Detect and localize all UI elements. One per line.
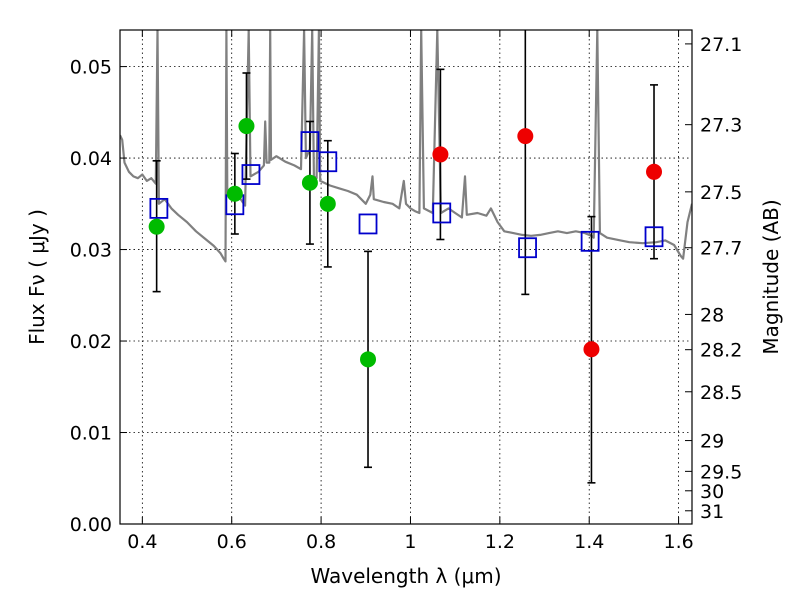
x-tick-label: 1.4 — [574, 531, 604, 553]
photometry-point — [432, 146, 449, 163]
mag-tick-label: 27.3 — [700, 115, 742, 137]
photometry-point — [148, 218, 165, 235]
y-tick-label: 0.05 — [70, 57, 112, 79]
y-tick-label: 0.00 — [70, 514, 112, 536]
photometry-point — [319, 195, 336, 212]
plot-frame — [119, 29, 693, 525]
photometry-point — [517, 128, 534, 145]
photometry-point — [238, 118, 255, 135]
model-square-marker — [358, 213, 378, 235]
photometry-point — [583, 341, 600, 358]
x-tick-label: 1 — [404, 531, 416, 553]
model-square-marker — [149, 197, 169, 219]
y-tick-label: 0.01 — [70, 423, 112, 445]
y-axis-label: Flux Fν ( μJy ) — [25, 209, 49, 345]
mag-tick-label: 28.2 — [700, 340, 742, 362]
model-square-marker — [241, 164, 261, 185]
model-square-marker — [318, 151, 338, 173]
x-axis-label: Wavelength λ (μm) — [310, 564, 501, 588]
mag-tick-label: 28 — [700, 304, 724, 326]
x-tick-label: 0.6 — [217, 531, 247, 553]
data-markers — [148, 118, 664, 368]
mag-tick-label: 31 — [700, 501, 724, 523]
grid-lines — [120, 30, 692, 525]
model-square-marker — [432, 202, 452, 224]
error-bars — [152, 30, 659, 484]
model-square-marker — [300, 131, 320, 153]
photometry-point — [226, 185, 243, 202]
mag-tick-label: 30 — [700, 481, 724, 503]
x-tick-label: 1.6 — [663, 531, 693, 553]
x-tick-label: 0.8 — [306, 531, 336, 553]
photometry-point — [360, 351, 377, 368]
photometry-point — [646, 163, 663, 180]
x-tick-label: 1.2 — [485, 531, 515, 553]
photometry-point — [301, 174, 318, 191]
mag-tick-label: 29.5 — [700, 461, 742, 483]
model-square-marker — [518, 237, 537, 259]
x-axis: 0.4 0.6 0.8 1 1.2 1.4 1.6 — [127, 30, 694, 553]
mag-tick-label: 27.7 — [700, 238, 742, 260]
model-square-marker — [644, 226, 664, 248]
mag-tick-label: 27.1 — [700, 34, 742, 56]
plot-area — [120, 30, 692, 263]
y-axis-left: 0.00 0.01 0.02 0.03 0.04 0.05 — [70, 57, 127, 536]
right-axis-label: Magnitude (AB) — [759, 199, 783, 354]
y-tick-label: 0.04 — [70, 148, 112, 170]
x-tick-label: 0.4 — [127, 531, 157, 553]
model-square-marker — [580, 230, 600, 252]
mag-tick-label: 27.5 — [700, 182, 742, 204]
y-tick-label: 0.02 — [70, 331, 112, 353]
mag-tick-label: 28.5 — [700, 382, 742, 404]
y-tick-label: 0.03 — [70, 240, 112, 262]
mag-tick-label: 29 — [700, 431, 724, 453]
template-spectrum-line — [120, 30, 692, 263]
